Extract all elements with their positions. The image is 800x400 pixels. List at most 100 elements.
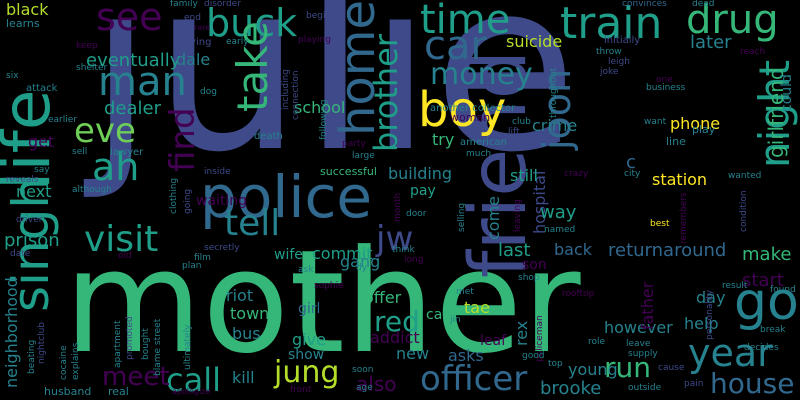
word-date: date <box>10 249 31 259</box>
word-one: one <box>656 75 673 85</box>
word-say: say <box>34 165 50 175</box>
word-leaving: leaving <box>513 199 523 232</box>
word-play: play <box>692 123 716 136</box>
word-sell: sell <box>72 147 88 157</box>
word-offer: offer <box>364 288 402 307</box>
word-result: result <box>722 281 748 291</box>
word-girl: girl <box>298 301 321 317</box>
word-line: line <box>666 135 686 148</box>
word-family: family <box>170 0 198 9</box>
word-reach: reach <box>740 47 766 57</box>
word-top: top <box>548 359 563 369</box>
word-found: found <box>770 285 796 295</box>
word-role: role <box>588 337 606 347</box>
word-shop: shop <box>518 273 540 283</box>
word-also: also <box>356 372 397 396</box>
word-however: however <box>604 318 673 337</box>
word-go: go <box>734 272 799 332</box>
word-pain: pain <box>684 379 704 389</box>
word-wife: wife <box>274 247 303 263</box>
word-although: although <box>72 185 112 195</box>
word-another_collector: another collector <box>430 103 516 114</box>
word-bought: bought <box>141 328 151 360</box>
word-brooke: brooke <box>540 378 602 399</box>
word-break: break <box>760 325 786 335</box>
word-husband: husband <box>44 385 92 398</box>
word-drug: drug <box>686 0 779 43</box>
word-large: large <box>352 151 375 161</box>
word-waiting: waiting <box>196 193 248 209</box>
word-selling: selling <box>457 202 467 232</box>
word-crime: crime <box>532 116 578 135</box>
word-lawyer: lawyer <box>110 147 144 158</box>
word-c: c <box>626 152 636 173</box>
word-way: way <box>540 202 577 223</box>
word-eve: eve <box>74 111 136 151</box>
word-tell: tell <box>224 203 281 244</box>
word-make: make <box>742 244 792 265</box>
word-young: young <box>568 360 618 379</box>
word-year: year <box>688 331 773 375</box>
word-train: train <box>560 0 663 49</box>
word-dealer: dealer <box>104 98 162 119</box>
word-old: old <box>118 251 132 261</box>
word-money: money <box>430 57 533 92</box>
word-long: long <box>404 255 424 265</box>
word-sophie: sophie <box>314 281 344 291</box>
word-still: still <box>510 166 538 185</box>
word-time: time <box>420 0 511 43</box>
word-addict: addict <box>370 328 420 347</box>
word-earlier: earlier <box>48 115 77 125</box>
word-city: city <box>624 169 641 179</box>
word-visit: visit <box>84 219 159 260</box>
word-plan: plan <box>182 261 202 271</box>
word-woman: woman <box>450 111 491 124</box>
word-condition: condition <box>739 190 749 232</box>
word-start: start <box>742 270 784 291</box>
word-leave: leave <box>626 339 651 349</box>
word-shelter: shelter <box>76 63 108 73</box>
word-throughout: throughout <box>549 67 559 118</box>
word-riot: riot <box>226 286 254 305</box>
word-police: police <box>200 163 373 231</box>
word-think: think <box>392 245 415 255</box>
word-much: much <box>466 149 492 159</box>
word-day: day <box>696 288 726 307</box>
word-going: going <box>183 188 193 214</box>
word-commit: commit <box>312 244 373 263</box>
word-driver: driver <box>16 215 43 225</box>
word-outside: outside <box>628 383 662 393</box>
word-eventually: eventually <box>86 50 181 71</box>
word-joke: joke <box>600 67 619 77</box>
word-try: try <box>432 130 455 149</box>
word-wanted: wanted <box>728 171 762 181</box>
word-initially: initially <box>604 35 641 46</box>
word-following: following <box>319 99 329 140</box>
word-tae: tae <box>464 298 490 317</box>
word-run: run <box>604 351 652 384</box>
word-including: including <box>281 69 291 110</box>
word-throw: throw <box>596 47 622 57</box>
word-front: front <box>290 385 312 395</box>
word-soon: soon <box>352 365 374 375</box>
word-age: age <box>356 383 373 393</box>
word-death: death <box>254 131 283 142</box>
word-neighborhood: neighborhood <box>2 277 21 388</box>
word-come: come <box>484 195 503 240</box>
word-named: named <box>544 225 576 235</box>
word-rare: rare <box>194 23 211 32</box>
word-mother: mother <box>64 220 581 385</box>
word-begin: begin <box>306 11 332 21</box>
word-six: six <box>6 71 19 81</box>
word-dy: dy <box>356 263 368 273</box>
word-trying: trying <box>182 37 212 48</box>
word-dog: dog <box>200 87 217 97</box>
word-disorder: disorder <box>204 0 241 9</box>
word-suicide: suicide <box>506 32 563 51</box>
word-son: son <box>522 257 547 273</box>
word-successful: successful <box>320 165 377 178</box>
word-met: met <box>456 287 474 297</box>
word-lift: lift <box>508 127 520 137</box>
word-beating: beating <box>27 339 37 374</box>
